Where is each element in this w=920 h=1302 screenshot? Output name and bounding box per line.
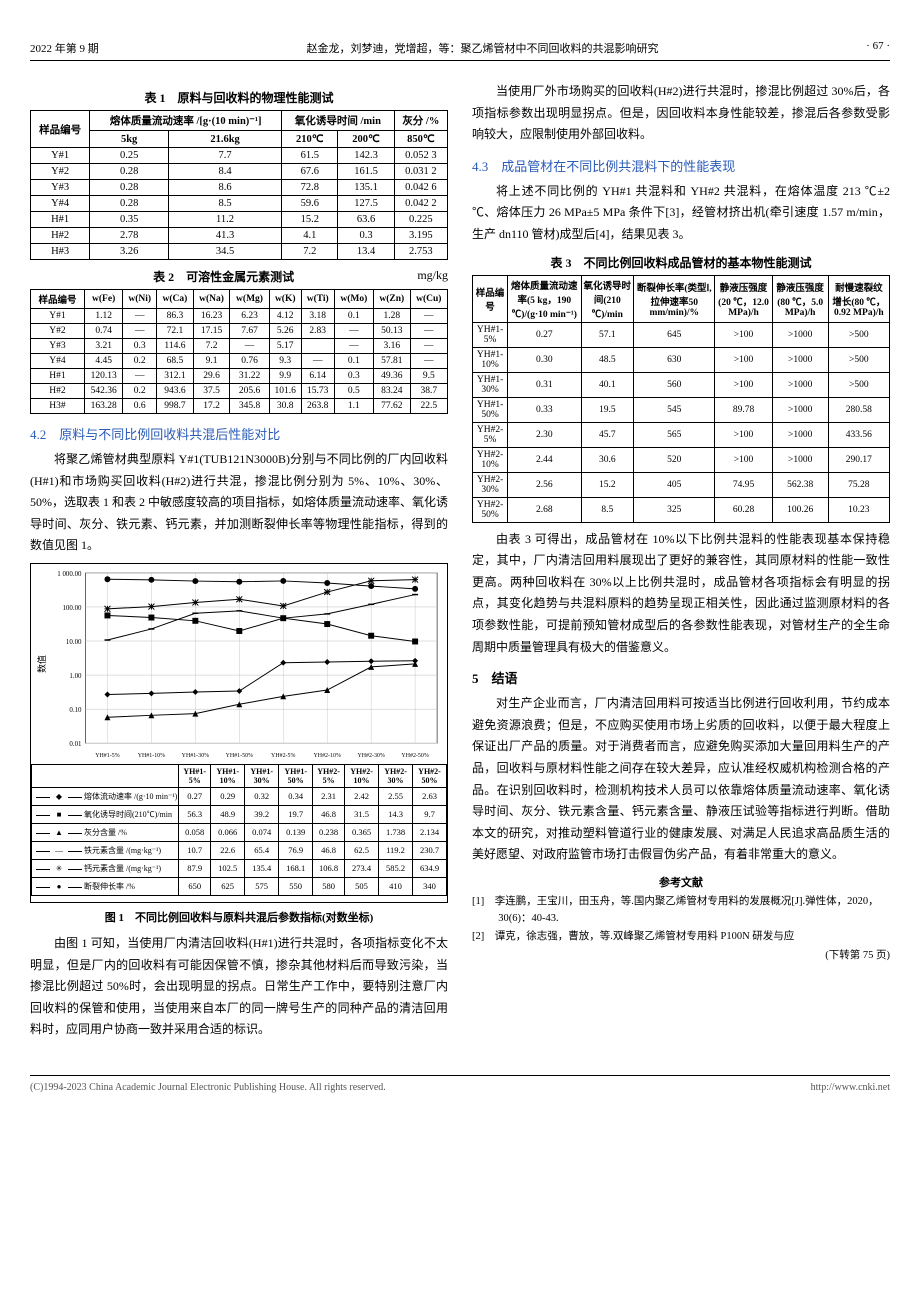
svg-text:YH#2-30%: YH#2-30% [357, 753, 384, 759]
svg-text:YH#1-50%: YH#1-50% [226, 753, 253, 759]
svg-text:0.01: 0.01 [69, 741, 82, 748]
svg-text:10.00: 10.00 [66, 639, 82, 646]
refs-title: 参考文献 [472, 874, 890, 890]
svg-text:YH#1-5%: YH#1-5% [95, 753, 119, 759]
svg-text:YH#1-10%: YH#1-10% [138, 753, 165, 759]
svg-text:1.00: 1.00 [69, 673, 82, 680]
table2: 样品编号w(Fe)w(Ni)w(Ca)w(Na)w(Mg)w(K)w(Ti)w(… [30, 289, 448, 414]
page-header: 2022 年第 9 期 赵金龙，刘梦迪，党增超，等：聚乙烯管材中不同回收料的共混… [30, 40, 890, 61]
sec5-title: 5 结语 [472, 668, 890, 687]
right-column: 当使用厂外市场购买的回收料(H#2)进行共混时，掺混比例超过 30%后，各项指标… [472, 81, 890, 1045]
page-footer: (C)1994-2023 China Academic Journal Elec… [30, 1075, 890, 1093]
footer-right: http://www.cnki.net [811, 1082, 890, 1093]
post-t3-para: 由表 3 可得出，成品管材在 10%以下比例共混料的性能表现基本保持稳定，其中，… [472, 529, 890, 659]
issue: 2022 年第 9 期 [30, 40, 99, 56]
right-top-para: 当使用厂外市场购买的回收料(H#2)进行共混时，掺混比例超过 30%后，各项指标… [472, 81, 890, 146]
sec42-title: 4.2 原料与不同比例回收料共混后性能对比 [30, 424, 448, 443]
chart1-caption: 图 1 不同比例回收料与原料共混后参数指标(对数坐标) [30, 909, 448, 925]
authors-title: 赵金龙，刘梦迪，党增超，等：聚乙烯管材中不同回收料的共混影响研究 [306, 40, 658, 56]
chart1-legend-table: YH#1-5%YH#1-10%YH#1-30%YH#1-50%YH#2-5%YH… [31, 764, 447, 896]
table1: 样品编号 熔体质量流动速率 /[g·(10 min)⁻¹] 氧化诱导时间 /mi… [30, 110, 448, 260]
svg-text:YH#2-10%: YH#2-10% [314, 753, 341, 759]
sec43-para: 将上述不同比例的 YH#1 共混料和 YH#2 共混料，在熔体温度 213 ℃±… [472, 181, 890, 246]
footer-left: (C)1994-2023 China Academic Journal Elec… [30, 1082, 386, 1093]
post-fig1-para: 由图 1 可知，当使用厂内清洁回收料(H#1)进行共混时，各项指标变化不太明显，… [30, 933, 448, 1041]
chart1-svg: 0.01 0.10 1.00 10.00 100.00 1 000.00 YH#1-5% YH… [31, 564, 447, 764]
sec5-para: 对生产企业而言，厂内清洁回用料可按适当比例进行回收利用，节约成本避免资源浪费；但… [472, 693, 890, 866]
page-number: · 67 · [866, 40, 890, 56]
svg-text:0.10: 0.10 [69, 707, 82, 714]
table3: 样品编号熔体质量流动速率(5 kg，190 ℃)/(g·10 min⁻¹)氧化诱… [472, 275, 890, 523]
svg-text:100.00: 100.00 [62, 605, 82, 612]
left-column: 表 1 原料与回收料的物理性能测试 样品编号 熔体质量流动速率 /[g·(10 … [30, 81, 448, 1045]
table1-caption: 表 1 原料与回收料的物理性能测试 [30, 89, 448, 106]
chart1: 0.010.101.0010.00100.001 000.00YH#1-5%YH… [30, 563, 448, 903]
sec43-title: 4.3 成品管材在不同比例共混料下的性能表现 [472, 156, 890, 175]
svg-text:YH#2-5%: YH#2-5% [271, 753, 295, 759]
svg-text:YH#2-50%: YH#2-50% [401, 753, 428, 759]
refs-list: [1] 李连鹏，王宝川，田玉舟，等.国内聚乙烯管材专用料的发展概况[J].弹性体… [472, 894, 890, 965]
svg-text:YH#1-30%: YH#1-30% [182, 753, 209, 759]
table2-caption: 表 2 可溶性金属元素测试 mg/kg [30, 268, 448, 285]
sec42-para: 将聚乙烯管材典型原料 Y#1(TUB121N3000B)分别与不同比例的厂内回收… [30, 449, 448, 557]
svg-text:数值: 数值 [36, 655, 47, 673]
svg-text:1 000.00: 1 000.00 [57, 571, 82, 578]
table3-caption: 表 3 不同比例回收料成品管材的基本物性能测试 [472, 254, 890, 271]
